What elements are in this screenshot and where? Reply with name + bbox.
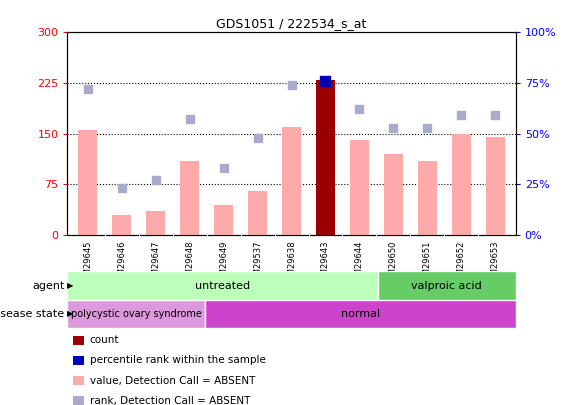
- Text: GSM29646: GSM29646: [117, 241, 126, 286]
- Text: GSM29643: GSM29643: [321, 241, 330, 286]
- Bar: [248, 191, 267, 235]
- Bar: [67, 271, 378, 300]
- Point: [490, 112, 500, 119]
- Text: GSM29647: GSM29647: [151, 241, 160, 286]
- Point: [423, 124, 432, 131]
- Point: [321, 78, 330, 84]
- Title: GDS1051 / 222534_s_at: GDS1051 / 222534_s_at: [216, 17, 367, 30]
- Text: ▶: ▶: [67, 309, 73, 318]
- Bar: [79, 130, 97, 235]
- Text: GSM29644: GSM29644: [355, 241, 364, 286]
- Bar: [214, 205, 233, 235]
- Bar: [486, 137, 505, 235]
- Bar: [146, 211, 165, 235]
- Text: GSM29648: GSM29648: [185, 241, 194, 286]
- Point: [219, 165, 229, 171]
- Point: [389, 124, 398, 131]
- Text: agent: agent: [32, 281, 64, 290]
- Text: GSM29653: GSM29653: [491, 241, 500, 286]
- Text: value, Detection Call = ABSENT: value, Detection Call = ABSENT: [90, 376, 255, 386]
- Point: [151, 177, 161, 183]
- Point: [83, 86, 93, 92]
- Bar: [316, 80, 335, 235]
- Bar: [378, 271, 516, 300]
- Bar: [282, 127, 301, 235]
- Text: GSM29649: GSM29649: [219, 241, 228, 286]
- Text: GSM29537: GSM29537: [253, 241, 262, 286]
- Bar: [418, 161, 437, 235]
- Text: polycystic ovary syndrome: polycystic ovary syndrome: [71, 309, 202, 319]
- Text: GSM29645: GSM29645: [83, 241, 92, 286]
- Text: rank, Detection Call = ABSENT: rank, Detection Call = ABSENT: [90, 396, 250, 405]
- Bar: [205, 300, 516, 328]
- Text: ▶: ▶: [67, 281, 73, 290]
- Bar: [180, 161, 199, 235]
- Text: untreated: untreated: [195, 281, 250, 290]
- Text: valproic acid: valproic acid: [411, 281, 482, 290]
- Point: [456, 112, 466, 119]
- Point: [117, 185, 127, 192]
- Bar: [113, 215, 131, 235]
- Point: [185, 116, 195, 123]
- Text: count: count: [90, 335, 119, 345]
- Text: GSM29652: GSM29652: [457, 241, 466, 286]
- Text: normal: normal: [341, 309, 380, 319]
- Bar: [384, 154, 403, 235]
- Bar: [452, 134, 471, 235]
- Bar: [67, 300, 205, 328]
- Text: GSM29650: GSM29650: [389, 241, 398, 286]
- Point: [253, 134, 263, 141]
- Text: disease state: disease state: [0, 309, 64, 319]
- Text: GSM29638: GSM29638: [287, 241, 296, 286]
- Text: percentile rank within the sample: percentile rank within the sample: [90, 356, 265, 365]
- Point: [287, 82, 296, 88]
- Bar: [350, 141, 369, 235]
- Text: GSM29651: GSM29651: [423, 241, 432, 286]
- Point: [355, 106, 364, 113]
